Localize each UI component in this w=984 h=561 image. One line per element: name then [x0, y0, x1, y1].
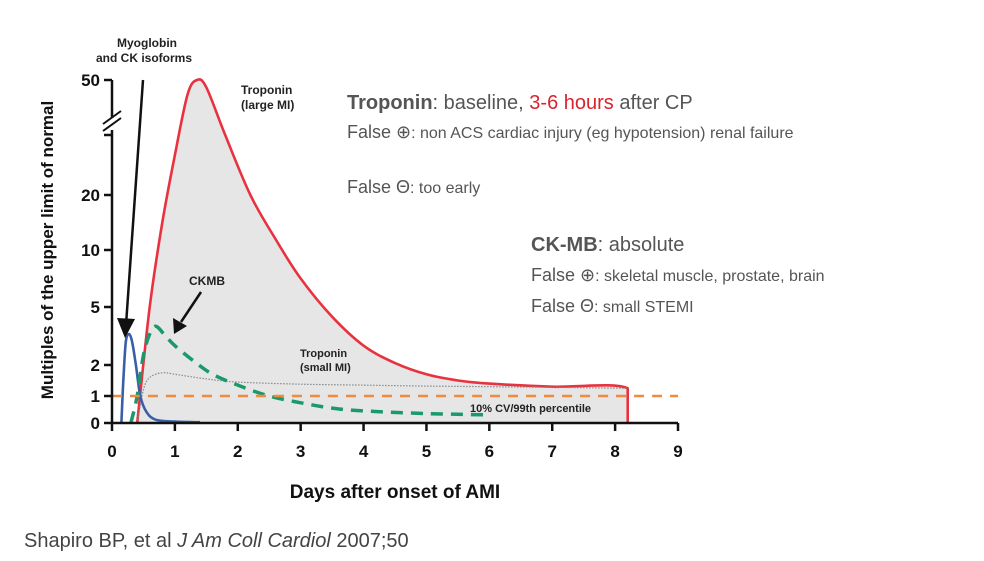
- troponin-false-positive-text: : non ACS cardiac injury (eg hypotension…: [411, 125, 794, 142]
- series-line-myoglobin-and-ck-isoforms: [120, 332, 201, 424]
- y-tick-label: 0: [91, 414, 100, 433]
- citation: Shapiro BP, et al J Am Coll Cardiol 2007…: [24, 530, 409, 553]
- annotation-myoglobin-line1: Myoglobin: [117, 36, 177, 50]
- troponin-note-baseline: : baseline,: [432, 92, 530, 114]
- series-fill-troponin-large-mi: [137, 79, 628, 423]
- citation-journal: J Am Coll Cardiol: [177, 530, 331, 552]
- annotation-troponin-large-line1: Troponin: [241, 83, 292, 97]
- troponin-false-negative-text: : too early: [410, 180, 481, 197]
- ckmb-false-positive-text: : skeletal muscle, prostate, brain: [595, 268, 825, 285]
- y-axis-break-mark-1: [102, 117, 122, 132]
- annotation-myoglobin-arrow: [124, 79, 145, 326]
- annotation-myoglobin-line2: and CK isoforms: [96, 51, 192, 65]
- ckmb-false-negative: False Θ: small STEMI: [531, 296, 694, 317]
- troponin-false-negative: False Θ: too early: [347, 177, 480, 198]
- axes: [102, 80, 678, 425]
- troponin-false-negative-label: False Θ: [347, 177, 411, 197]
- ckmb-false-negative-label: False Θ: [531, 296, 595, 316]
- annotation-percentile: 10% CV/99th percentile: [470, 403, 591, 415]
- annotation-ckmb-arrowhead: [173, 318, 187, 334]
- x-tick-label: 0: [107, 442, 116, 461]
- x-tick-label: 7: [547, 442, 556, 461]
- annotation-troponin-large-line2: (large MI): [241, 98, 294, 112]
- troponin-false-positive: False ⊕: non ACS cardiac injury (eg hypo…: [347, 122, 794, 143]
- y-tick-label: 50: [81, 71, 100, 90]
- troponin-note-title: Troponin: baseline, 3-6 hours after CP: [347, 92, 693, 115]
- ckmb-false-positive-label: False ⊕: [531, 265, 596, 285]
- y-tick-label: 20: [81, 186, 100, 205]
- x-tick-label: 4: [359, 442, 369, 461]
- y-tick-label: 5: [91, 298, 100, 317]
- citation-authors: Shapiro BP, et al: [24, 530, 178, 552]
- troponin-note-after: after CP: [613, 92, 693, 114]
- annotation-troponin-small-line1: Troponin: [300, 348, 347, 360]
- ckmb-note-absolute: : absolute: [597, 234, 685, 256]
- y-axis-label: Multiples of the upper limit of normal: [38, 101, 57, 399]
- x-tick-label: 6: [485, 442, 494, 461]
- troponin-note-highlight: 3-6 hours: [529, 92, 614, 114]
- y-tick-label: 2: [91, 356, 100, 375]
- y-tick-label: 1: [91, 387, 100, 406]
- series-line-troponin-large-mi: [135, 78, 629, 424]
- x-axis-label: Days after onset of AMI: [290, 482, 500, 503]
- annotation-ckmb: CKMB: [189, 274, 225, 288]
- x-tick-label: 3: [296, 442, 305, 461]
- x-tick-label: 8: [610, 442, 619, 461]
- annotation-myoglobin-arrowhead: [117, 318, 135, 338]
- x-tick-label: 2: [233, 442, 242, 461]
- troponin-false-positive-label: False ⊕: [347, 122, 412, 142]
- x-tick-label: 9: [673, 442, 682, 461]
- citation-volume: 2007;50: [330, 530, 409, 552]
- y-tick-label: 10: [81, 241, 100, 260]
- ckmb-false-negative-text: : small STEMI: [594, 299, 694, 316]
- troponin-note-heading: Troponin: [347, 92, 433, 114]
- x-tick-label: 5: [422, 442, 431, 461]
- annotation-troponin-small-line2: (small MI): [300, 362, 351, 374]
- annotation-ckmb-arrow: [179, 291, 203, 323]
- ckmb-note-heading: CK-MB: [531, 234, 598, 256]
- x-tick-label: 1: [170, 442, 179, 461]
- series-line-ckmb: [129, 324, 490, 424]
- ckmb-false-positive: False ⊕: skeletal muscle, prostate, brai…: [531, 265, 825, 286]
- ckmb-note-title: CK-MB: absolute: [531, 234, 684, 257]
- y-axis-break-mark-2: [102, 110, 122, 125]
